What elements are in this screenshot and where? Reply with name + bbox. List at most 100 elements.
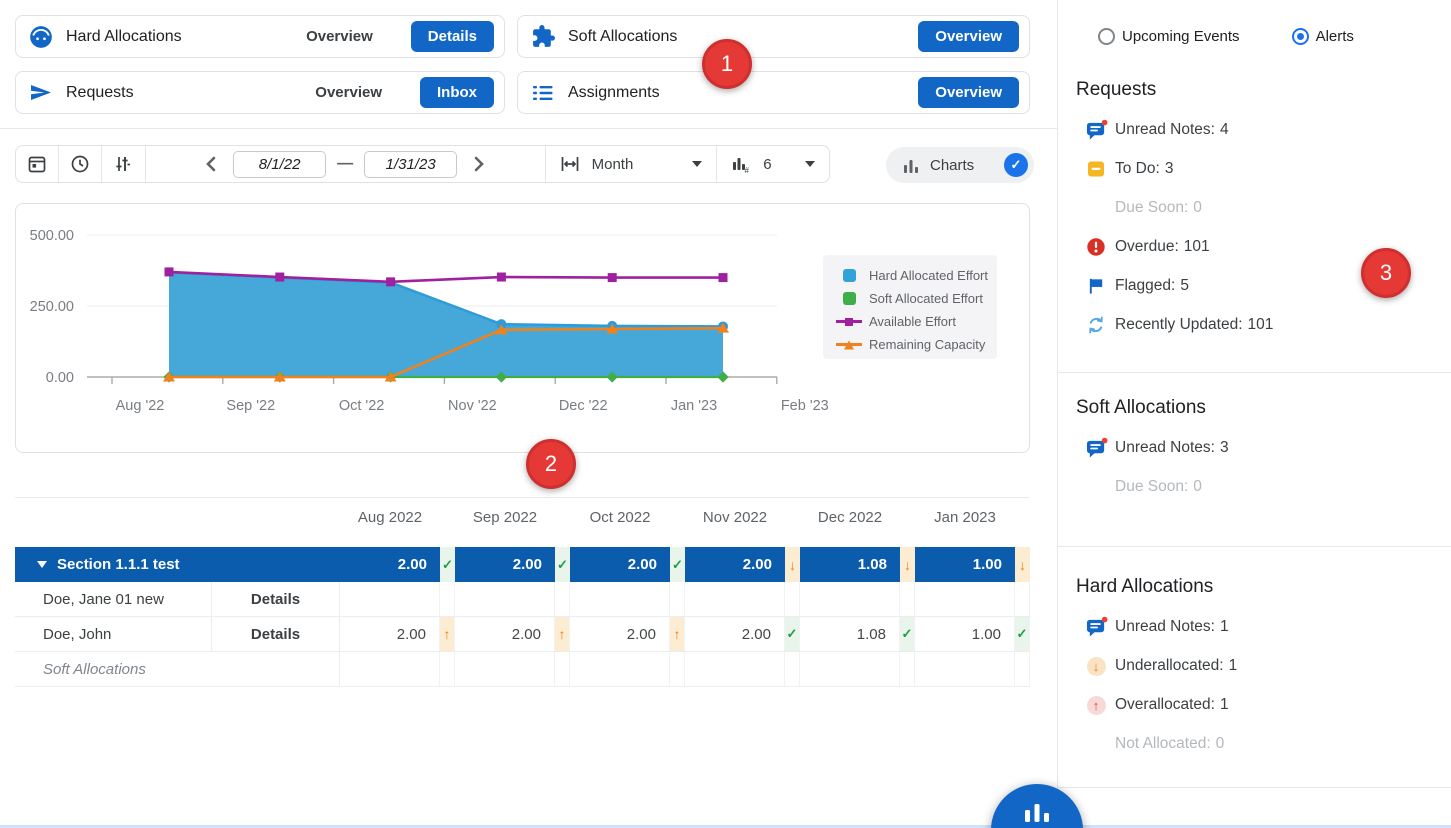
status-none-icon [1015, 582, 1030, 616]
person-name: Doe, John [15, 617, 212, 651]
details-link[interactable]: Details [212, 617, 340, 651]
hard-allocations-details-button[interactable]: Details [410, 21, 494, 52]
date-range-separator: — [337, 155, 354, 172]
person-month-value[interactable]: 1.00 [915, 617, 1015, 651]
month-column-header: Sep 2022 [472, 509, 538, 526]
person-month-value[interactable]: 2.00 [685, 617, 785, 651]
check-circle-icon: ✓ [1004, 153, 1028, 177]
person-month-value[interactable] [570, 582, 670, 616]
person-month-value[interactable] [455, 582, 555, 616]
alert-item-recently-updated[interactable]: Recently Updated: 101 [1086, 314, 1451, 336]
period-count-dropdown[interactable]: # 6 [716, 146, 829, 182]
alerts-radio[interactable]: Alerts [1291, 26, 1354, 46]
alert-count: 101 [1247, 316, 1274, 333]
section-name: Section 1.1.1 test [57, 556, 180, 573]
requests-inbox-button[interactable]: Inbox [420, 77, 494, 108]
calendar-icon[interactable] [16, 146, 59, 182]
chevron-left-icon[interactable] [200, 153, 222, 175]
charts-toggle-label: Charts [930, 156, 975, 174]
section-month-value[interactable]: 2.00 [570, 547, 670, 582]
clock-icon[interactable] [59, 146, 102, 182]
month-column-header: Dec 2022 [817, 509, 883, 526]
collapse-caret-icon[interactable] [37, 561, 47, 568]
sidebar-view-switch: Upcoming Events Alerts [1098, 26, 1451, 46]
upcoming-events-radio[interactable]: Upcoming Events [1098, 26, 1240, 46]
empty-strip [900, 652, 915, 686]
status-ok-icon: ✓ [900, 617, 915, 651]
column-width-icon [560, 155, 580, 173]
sidebar-section-title: Requests [1076, 79, 1157, 100]
charts-toggle[interactable]: Charts ✓ [886, 147, 1034, 183]
empty-strip [785, 652, 800, 686]
caret-down-icon [805, 161, 816, 167]
unread-notes-icon [1086, 119, 1107, 140]
person-month-value[interactable]: 2.00 [340, 617, 440, 651]
alert-item-unread-notes[interactable]: Unread Notes: 4 [1086, 119, 1451, 141]
card-title: Requests [66, 83, 134, 101]
month-column-header: Aug 2022 [357, 509, 423, 526]
person-month-value[interactable]: 2.00 [570, 617, 670, 651]
allocation-chart: 0.00 250.00 500.00 Aug '22 Sep '22 Oct '22 Nov… [30, 228, 829, 414]
section-month-value[interactable]: 1.00 [915, 547, 1015, 582]
alert-item-overallocated[interactable]: ↑ Overallocated: 1 [1086, 694, 1451, 716]
alerts-sidebar: Upcoming Events Alerts Requests Unread N… [1057, 0, 1451, 828]
hard-allocations-overview-link[interactable]: Overview [306, 28, 373, 45]
empty-strip [440, 652, 455, 686]
radio-label: Alerts [1315, 27, 1354, 45]
section-month-value[interactable]: 2.00 [455, 547, 555, 582]
status-none-icon [900, 582, 915, 616]
legend-item[interactable]: Hard Allocated Effort [833, 264, 989, 287]
legend-item[interactable]: Soft Allocated Effort [833, 287, 989, 310]
alert-count: 1 [1228, 657, 1238, 674]
interval-dropdown[interactable]: Month [544, 146, 717, 182]
section-month-value[interactable]: 1.08 [800, 547, 900, 582]
alert-item-underallocated[interactable]: ↓ Underallocated: 1 [1086, 655, 1451, 677]
details-link[interactable]: Details [212, 582, 340, 616]
footer-row-label: Soft Allocations [15, 652, 340, 686]
alert-item-overdue[interactable]: Overdue: 101 [1086, 236, 1451, 258]
alert-item-flagged[interactable]: Flagged: 5 [1086, 275, 1451, 297]
table-header-row: Aug 2022 Sep 2022 Oct 2022 Nov 2022 Dec 2022… [15, 497, 1030, 537]
alert-item-unread-notes[interactable]: Unread Notes: 1 [1086, 616, 1451, 638]
legend-label: Remaining Capacity [869, 337, 986, 352]
section-month-value[interactable]: 2.00 [340, 547, 440, 582]
person-month-value[interactable] [340, 582, 440, 616]
card-assignments: Assignments Overview [517, 71, 1030, 114]
svg-text:Feb '23: Feb '23 [781, 398, 829, 414]
overallocated-icon: ↑ [1086, 695, 1106, 715]
person-month-value[interactable]: 1.08 [800, 617, 900, 651]
section-month-value[interactable]: 2.00 [685, 547, 785, 582]
alert-item-to-do[interactable]: To Do: 3 [1086, 158, 1451, 180]
list-icon [530, 80, 556, 106]
person-month-value[interactable] [915, 582, 1015, 616]
person-month-value[interactable]: 2.00 [455, 617, 555, 651]
requests-overview-link[interactable]: Overview [315, 84, 382, 101]
date-end-input[interactable] [364, 150, 458, 178]
svg-text:#: # [745, 166, 750, 174]
table-section-row[interactable]: Section 1.1.1 test 2.00 ✓ 2.00 ✓ 2.00 ✓ 2.00… [15, 547, 1030, 582]
legend-item[interactable]: Remaining Capacity [833, 333, 989, 356]
sidebar-divider [1058, 787, 1451, 788]
alert-item-due-soon: Due Soon: 0 [1086, 476, 1451, 498]
todo-icon [1086, 159, 1106, 179]
empty-cell [340, 652, 440, 686]
date-range-controls: — [146, 146, 545, 182]
date-start-input[interactable] [233, 150, 327, 178]
legend-item[interactable]: Available Effort [833, 310, 989, 333]
allocation-chart-panel: 0.00 250.00 500.00 Aug '22 Sep '22 Oct '22 Nov… [15, 203, 1030, 453]
alert-label: Overdue: [1115, 238, 1179, 255]
person-month-value[interactable] [685, 582, 785, 616]
alert-item-not-allocated: Not Allocated: 0 [1086, 733, 1451, 755]
assignments-overview-button[interactable]: Overview [918, 77, 1019, 108]
alert-item-unread-notes[interactable]: Unread Notes: 3 [1086, 437, 1451, 459]
svg-text:0.00: 0.00 [46, 370, 74, 386]
person-month-value[interactable] [800, 582, 900, 616]
alert-label: Unread Notes: [1115, 618, 1215, 635]
annotation-badge-2: 2 [526, 439, 576, 489]
chevron-right-icon[interactable] [468, 153, 490, 175]
alert-count: 3 [1219, 439, 1229, 456]
status-ok-icon: ✓ [785, 617, 800, 651]
status-none-icon [440, 582, 455, 616]
filters-icon[interactable] [102, 146, 146, 182]
soft-allocations-overview-button[interactable]: Overview [918, 21, 1019, 52]
